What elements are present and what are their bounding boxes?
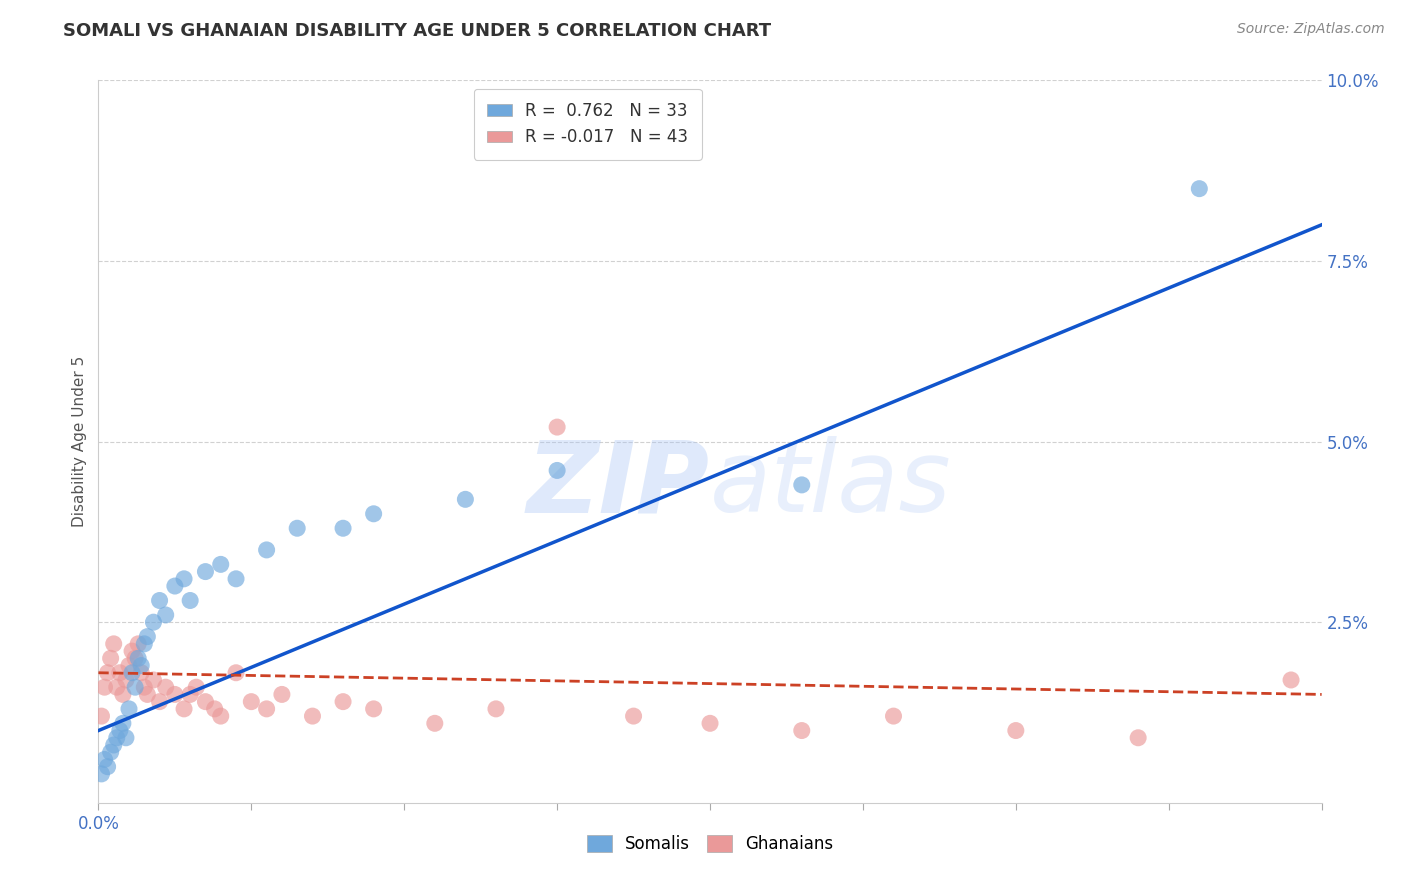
Point (699, 716, 721, 731)
Point (209, 558, 232, 572)
Text: SOMALI VS GHANAIAN DISABILITY AGE UNDER 5 CORRELATION CHART: SOMALI VS GHANAIAN DISABILITY AGE UNDER … (63, 22, 772, 40)
Point (163, 579, 186, 593)
Point (225, 665, 247, 680)
Point (100, 651, 122, 665)
Point (623, 709, 645, 723)
Point (485, 702, 508, 716)
Point (1279, 673, 1302, 687)
Point (136, 687, 159, 701)
Point (100, 745, 122, 759)
Point (1004, 723, 1026, 738)
Point (194, 565, 217, 579)
Point (142, 673, 165, 687)
Point (332, 695, 354, 709)
Point (121, 665, 143, 680)
Point (118, 702, 141, 716)
Point (90, 709, 112, 723)
Point (301, 709, 323, 723)
Point (118, 658, 141, 673)
Point (121, 644, 143, 658)
Point (546, 420, 568, 434)
Point (127, 651, 149, 665)
Point (173, 572, 195, 586)
Point (194, 695, 217, 709)
Point (285, 521, 308, 535)
Point (108, 665, 131, 680)
Point (149, 593, 172, 607)
Text: Source: ZipAtlas.com: Source: ZipAtlas.com (1237, 22, 1385, 37)
Point (124, 680, 146, 694)
Point (546, 463, 568, 477)
Point (136, 630, 159, 644)
Point (134, 680, 156, 694)
Point (103, 738, 125, 752)
Point (163, 687, 186, 701)
Point (179, 593, 201, 607)
Point (142, 615, 165, 630)
Point (134, 637, 156, 651)
Point (173, 702, 195, 716)
Point (204, 702, 226, 716)
Point (93, 752, 115, 766)
Point (105, 680, 128, 694)
Point (332, 521, 354, 535)
Point (155, 607, 177, 622)
Point (209, 709, 232, 723)
Point (103, 637, 125, 651)
Point (790, 723, 813, 738)
Point (363, 702, 385, 716)
Point (97, 760, 120, 774)
Point (108, 723, 131, 738)
Point (256, 542, 278, 557)
Point (115, 731, 138, 745)
Point (105, 731, 128, 745)
Point (240, 695, 263, 709)
Point (155, 680, 177, 694)
Point (149, 695, 172, 709)
Y-axis label: Disability Age Under 5: Disability Age Under 5 (72, 356, 87, 527)
Point (363, 507, 385, 521)
Point (883, 709, 905, 723)
Point (111, 716, 134, 731)
Point (97, 665, 120, 680)
Point (270, 687, 292, 701)
Point (93, 680, 115, 694)
Point (225, 572, 247, 586)
Point (124, 651, 146, 665)
Point (179, 687, 201, 701)
Point (454, 492, 477, 507)
Point (1188, 182, 1211, 196)
Point (129, 658, 152, 673)
Point (111, 687, 134, 701)
Point (115, 673, 138, 687)
Legend: Somalis, Ghanaians: Somalis, Ghanaians (581, 828, 839, 860)
Point (256, 702, 278, 716)
Text: ZIP: ZIP (527, 436, 710, 533)
Point (90, 767, 112, 781)
Point (127, 637, 149, 651)
Point (1128, 731, 1150, 745)
Point (129, 665, 152, 680)
Point (186, 680, 208, 694)
Point (790, 478, 813, 492)
Point (423, 716, 446, 731)
Text: atlas: atlas (710, 436, 952, 533)
